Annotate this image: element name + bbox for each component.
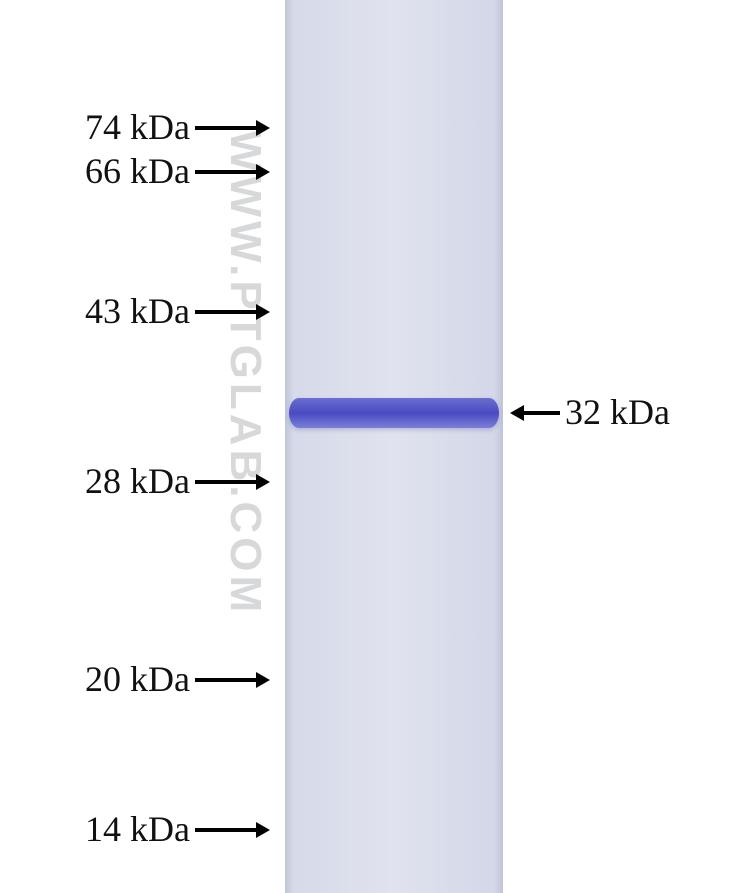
ladder-arrow-icon	[195, 816, 274, 844]
sample-arrow-icon	[510, 399, 560, 427]
ladder-arrow-icon	[195, 298, 274, 326]
ladder-label: 43 kDa	[85, 290, 190, 332]
ladder-arrow-icon	[195, 114, 274, 142]
ladder-arrow-icon	[195, 158, 274, 186]
ladder-label: 28 kDa	[85, 460, 190, 502]
protein-band	[289, 398, 499, 428]
gel-lane-background	[285, 0, 503, 893]
gel-lane	[285, 0, 503, 893]
ladder-label: 14 kDa	[85, 808, 190, 850]
ladder-arrow-icon	[195, 468, 274, 496]
ladder-arrow-icon	[195, 666, 274, 694]
ladder-label: 66 kDa	[85, 150, 190, 192]
ladder-label: 74 kDa	[85, 106, 190, 148]
watermark-text: WWW.PTGLAB.COM	[220, 130, 270, 616]
sample-band-label: 32 kDa	[565, 391, 670, 433]
ladder-label: 20 kDa	[85, 658, 190, 700]
